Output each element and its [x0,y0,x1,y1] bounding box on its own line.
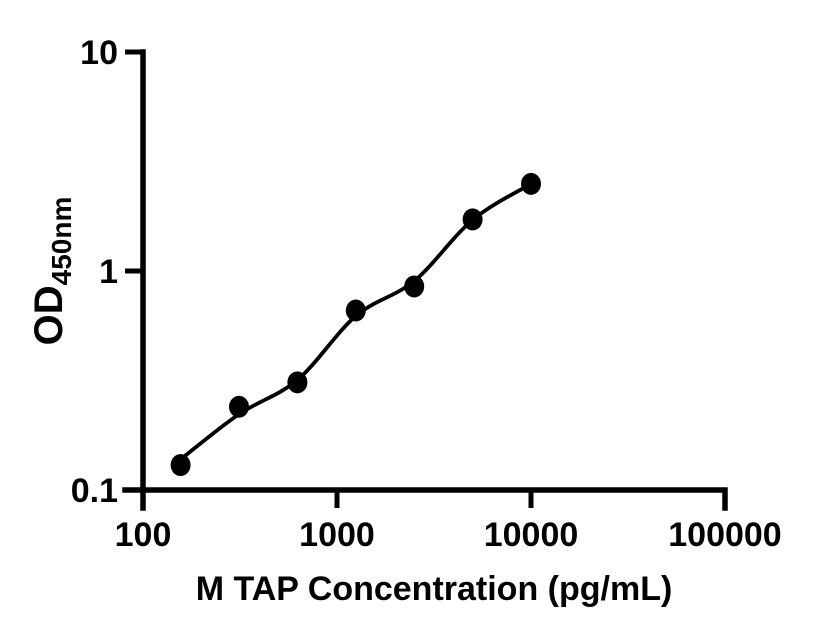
axis-ticks [125,49,728,508]
data-point-marker [404,275,425,298]
axis-spines [122,49,728,511]
y-tick-label: 1 [99,253,118,291]
x-tick-label: 10000 [484,516,579,554]
x-tick-label: 100 [115,516,172,554]
y-axis-title-subscript: 450nm [46,197,77,286]
axes [122,49,728,511]
x-tick-label: 1000 [299,516,375,554]
data-point-marker [170,454,191,477]
x-tick-label: 100000 [668,516,781,554]
y-tick-label: 0.1 [71,472,118,510]
data-point-marker [287,371,308,394]
y-tick-label: 10 [80,34,118,72]
y-axis-title: OD450nm [27,197,77,346]
data-points [170,172,541,477]
data-point-marker [229,395,250,418]
data-point-marker [462,208,483,231]
y-axis-title-main: OD [27,285,71,345]
data-point-marker [345,299,366,322]
tick-labels: 10 1 0.1 100 1000 10000 100000 [71,34,782,554]
x-axis-title: M TAP Concentration (pg/mL) [196,570,673,608]
data-point-marker [521,172,541,195]
